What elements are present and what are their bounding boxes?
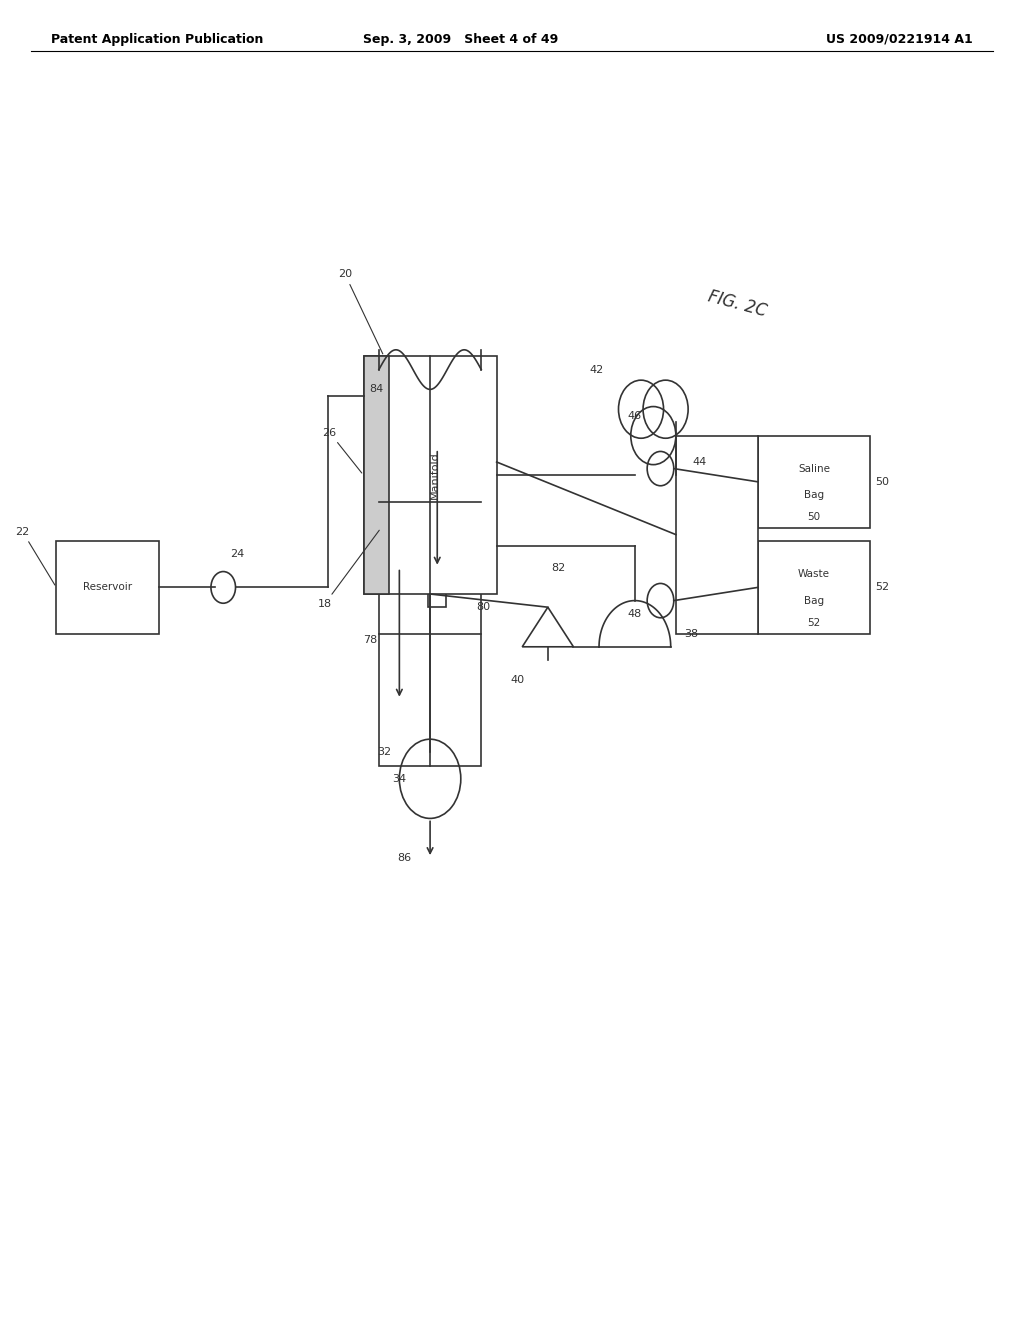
Text: Bag: Bag [804, 595, 824, 606]
Text: Reservoir: Reservoir [83, 582, 132, 593]
Text: 48: 48 [628, 609, 642, 619]
Text: 52: 52 [876, 582, 890, 593]
Text: Patent Application Publication: Patent Application Publication [51, 33, 263, 46]
Text: 44: 44 [692, 457, 707, 467]
Text: 50: 50 [876, 477, 890, 487]
FancyBboxPatch shape [364, 356, 389, 594]
Text: 40: 40 [510, 675, 524, 685]
FancyBboxPatch shape [56, 541, 159, 634]
Text: FIG. 2C: FIG. 2C [706, 288, 769, 319]
Text: 38: 38 [684, 628, 698, 639]
Text: 46: 46 [628, 411, 642, 421]
Text: 86: 86 [397, 853, 412, 863]
Text: Manifold: Manifold [430, 451, 440, 499]
Text: 20: 20 [338, 269, 383, 354]
FancyBboxPatch shape [676, 436, 758, 634]
Text: 32: 32 [377, 747, 391, 758]
Text: Sep. 3, 2009   Sheet 4 of 49: Sep. 3, 2009 Sheet 4 of 49 [364, 33, 558, 46]
Text: Saline: Saline [798, 463, 830, 474]
Text: Bag: Bag [804, 490, 824, 500]
Text: 52: 52 [808, 618, 820, 628]
Text: 18: 18 [317, 531, 379, 610]
Text: 42: 42 [590, 364, 604, 375]
Text: US 2009/0221914 A1: US 2009/0221914 A1 [826, 33, 973, 46]
Text: Waste: Waste [798, 569, 830, 579]
Text: 80: 80 [476, 602, 490, 612]
Text: 84: 84 [370, 384, 384, 395]
FancyBboxPatch shape [379, 370, 481, 766]
Text: 24: 24 [230, 549, 245, 560]
FancyBboxPatch shape [758, 436, 870, 528]
Text: 22: 22 [15, 527, 55, 585]
FancyBboxPatch shape [364, 356, 497, 594]
Text: 82: 82 [551, 562, 565, 573]
FancyBboxPatch shape [428, 383, 446, 607]
FancyBboxPatch shape [758, 541, 870, 634]
Text: 26: 26 [323, 428, 361, 473]
Text: 78: 78 [364, 635, 378, 645]
Text: 50: 50 [808, 512, 820, 523]
Text: 34: 34 [392, 774, 407, 784]
